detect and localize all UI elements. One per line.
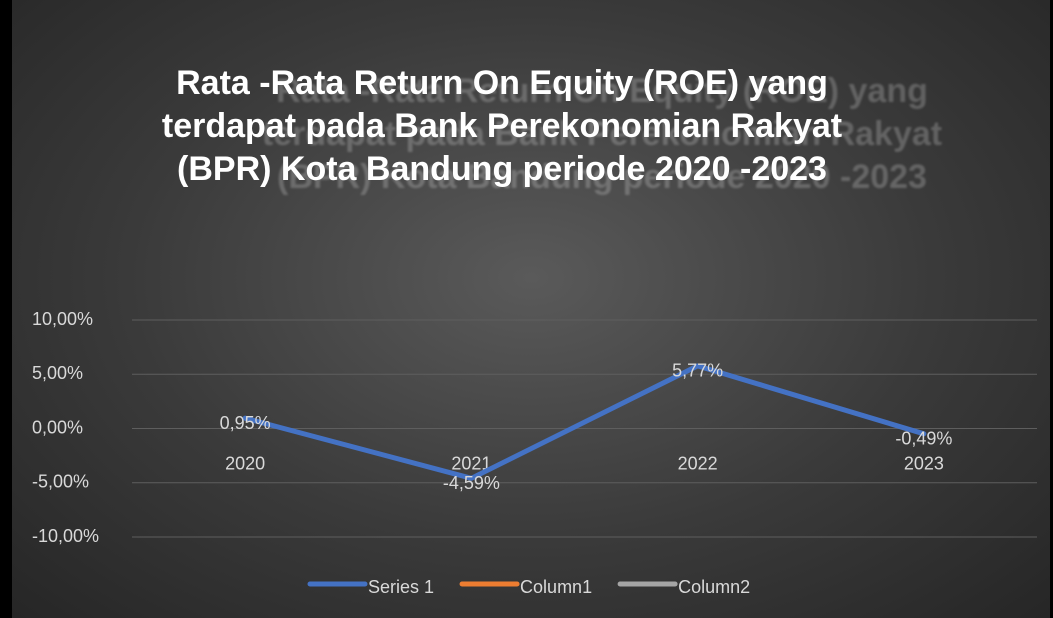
legend-label: Series 1 — [368, 577, 434, 597]
series-line — [242, 363, 927, 481]
x-tick-label: 2022 — [678, 453, 718, 473]
y-tick-label: 5,00% — [32, 363, 83, 383]
data-label: -4,59% — [443, 473, 500, 493]
plot: -10,00% -5,00% 0,00% 5,00% 10,00% 2020 2021 202… — [32, 309, 1037, 597]
data-label: 5,77% — [672, 361, 723, 381]
y-tick-label: -5,00% — [32, 472, 89, 492]
data-label: 0,95% — [220, 413, 271, 433]
data-label: -0,49% — [895, 429, 952, 449]
y-tick-label: -10,00% — [32, 526, 99, 546]
legend-label: Column1 — [520, 577, 592, 597]
x-tick-label: 2020 — [225, 453, 265, 473]
x-tick-label: 2023 — [904, 453, 944, 473]
y-tick-label: 10,00% — [32, 309, 93, 329]
chart-title: Rata -Rata Return On Equity (ROE) yang t… — [161, 64, 843, 188]
x-tick-label: 2021 — [451, 453, 491, 473]
legend-label: Column2 — [678, 577, 750, 597]
y-tick-label: 0,00% — [32, 417, 83, 437]
